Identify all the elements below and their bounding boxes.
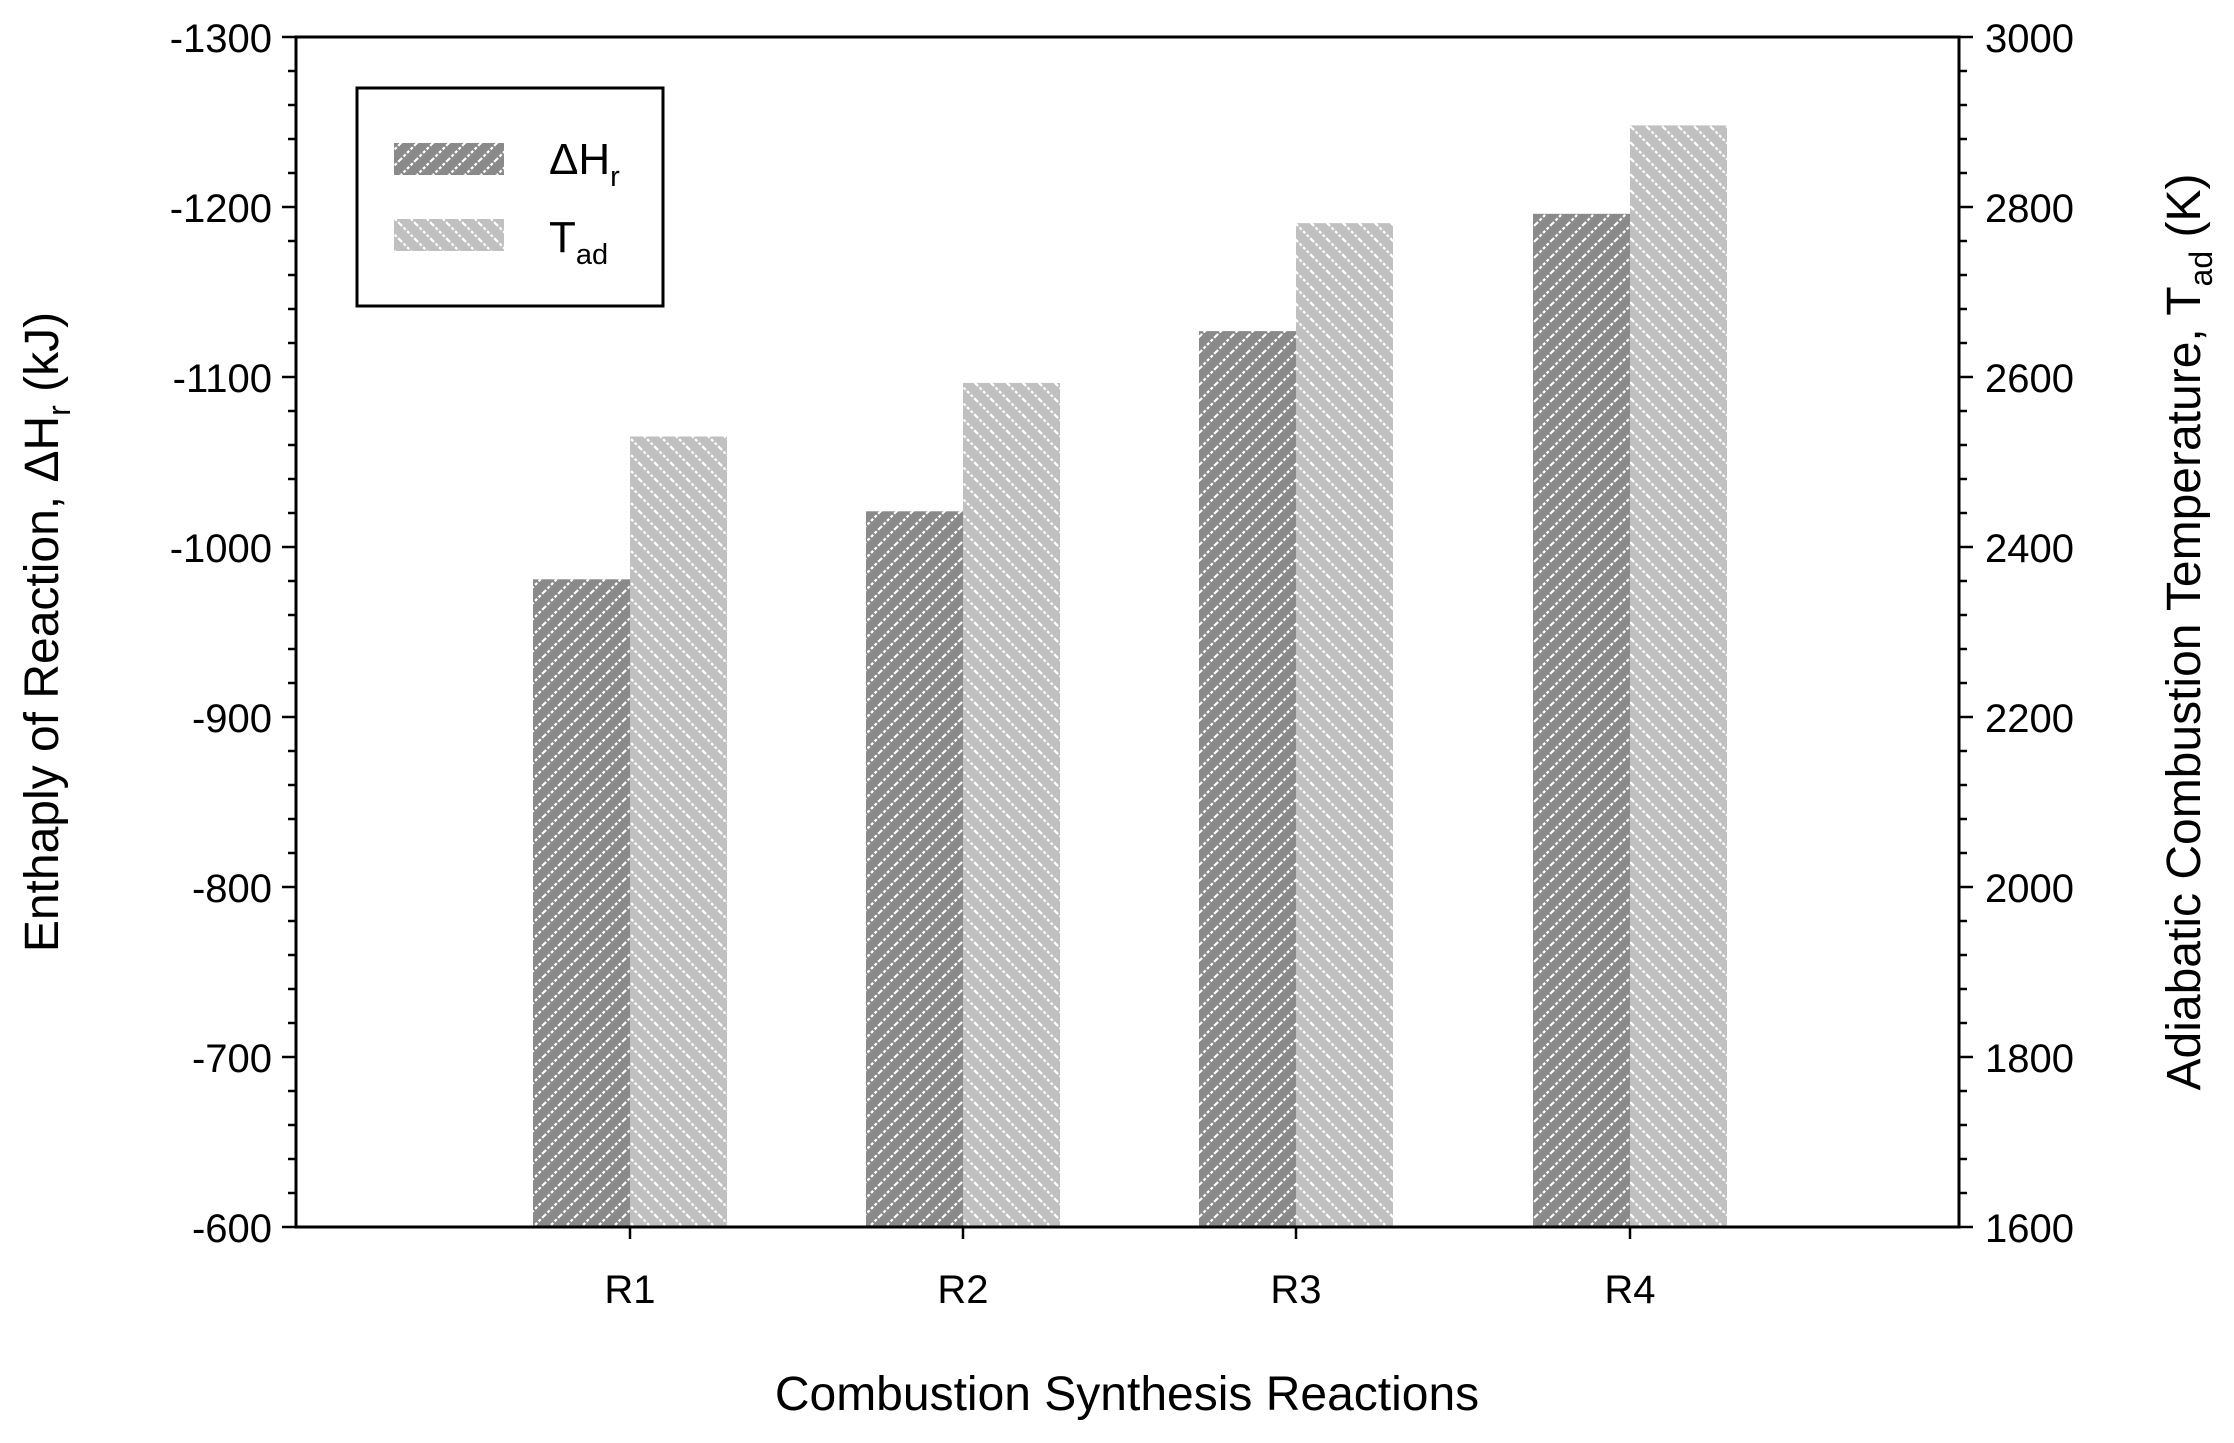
x-tick-label-r2: R2 bbox=[937, 1268, 988, 1312]
right-tick-label: 1800 bbox=[1985, 1037, 2074, 1081]
bar-enthalpy-r3 bbox=[1199, 331, 1296, 1228]
right-axis-ticks: 1600 1800 2000 2200 2400 2600 2800 3000 bbox=[1959, 17, 2074, 1251]
left-tick-label: -800 bbox=[192, 867, 272, 911]
legend-swatch-temperature bbox=[394, 219, 504, 251]
left-tick-label: -700 bbox=[192, 1037, 272, 1081]
left-tick-label: -1300 bbox=[170, 17, 272, 61]
right-tick-label: 1600 bbox=[1985, 1207, 2074, 1251]
left-tick-label: -1100 bbox=[173, 357, 272, 401]
bar-temperature-r4 bbox=[1630, 125, 1727, 1227]
legend-label-temperature: Tad bbox=[549, 213, 608, 271]
left-axis-title: Enthaply of Reaction, ΔHr (kJ) bbox=[16, 312, 77, 952]
right-tick-label: 3000 bbox=[1985, 17, 2074, 61]
x-tick-label-r4: R4 bbox=[1604, 1268, 1655, 1312]
x-axis-ticks: R1 R2 R3 R4 bbox=[604, 1227, 1656, 1312]
bar-enthalpy-r1 bbox=[533, 579, 630, 1227]
bar-temperature-r3 bbox=[1296, 223, 1393, 1227]
legend-swatch-enthalpy bbox=[394, 143, 504, 175]
x-tick-label-r3: R3 bbox=[1270, 1268, 1321, 1312]
bar-enthalpy-r4 bbox=[1533, 213, 1630, 1228]
left-tick-label: -600 bbox=[192, 1207, 272, 1251]
bar-temperature-r2 bbox=[963, 382, 1060, 1227]
right-tick-label: 2200 bbox=[1985, 697, 2074, 741]
left-axis-ticks: -600 -700 -800 -900 -1000 -1100 -1200 -1300 bbox=[170, 17, 296, 1251]
x-tick-label-r1: R1 bbox=[604, 1268, 655, 1312]
left-tick-label: -1000 bbox=[170, 527, 272, 571]
left-tick-label: -900 bbox=[192, 697, 272, 741]
right-axis-title: Adiabatic Combustion Temperature, Tad (K… bbox=[2158, 174, 2219, 1091]
left-tick-label: -1200 bbox=[170, 187, 272, 231]
legend: ΔHr Tad bbox=[355, 86, 665, 308]
right-tick-label: 2000 bbox=[1985, 867, 2074, 911]
legend-box bbox=[355, 86, 665, 308]
plot-frame bbox=[294, 35, 1961, 1229]
bars-group bbox=[533, 125, 1727, 1228]
x-axis-title: Combustion Synthesis Reactions bbox=[775, 1368, 1479, 1421]
right-tick-label: 2600 bbox=[1985, 357, 2074, 401]
right-tick-label: 2400 bbox=[1985, 527, 2074, 571]
bar-enthalpy-r2 bbox=[866, 511, 963, 1227]
bar-temperature-r1 bbox=[630, 436, 727, 1227]
legend-label-enthalpy: ΔHr bbox=[549, 135, 620, 193]
right-tick-label: 2800 bbox=[1985, 187, 2074, 231]
